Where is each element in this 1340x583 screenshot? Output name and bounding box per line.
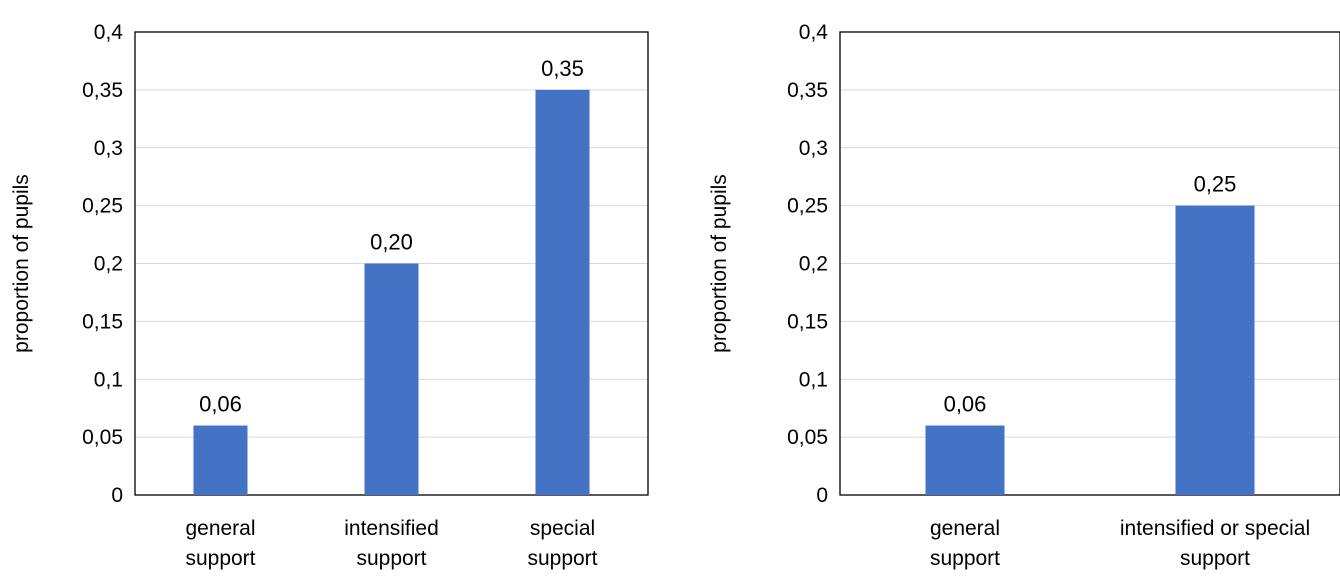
y-tick-label: 0,4 <box>94 21 124 44</box>
x-category-label: support <box>1180 547 1250 570</box>
bar <box>925 425 1005 495</box>
y-tick-label: 0,4 <box>799 21 829 44</box>
x-category-label: intensified <box>344 517 439 540</box>
x-category-label: support <box>185 547 255 570</box>
x-category-label: support <box>527 547 597 570</box>
y-axis-title: proportion of pupils <box>708 174 731 353</box>
y-tick-label: 0,2 <box>94 253 123 276</box>
y-tick-label: 0,35 <box>82 79 123 102</box>
y-tick-label: 0 <box>816 484 828 507</box>
bar <box>193 425 248 495</box>
y-tick-label: 0,25 <box>82 195 123 218</box>
y-axis-title: proportion of pupils <box>10 174 33 353</box>
bar <box>535 89 590 495</box>
plot-frame <box>839 31 1340 496</box>
y-tick-label: 0,3 <box>799 137 828 160</box>
bar <box>364 263 419 495</box>
bar <box>1175 205 1255 495</box>
x-category-label: special <box>530 517 595 540</box>
y-tick-label: 0,15 <box>787 310 828 333</box>
y-tick-label: 0,15 <box>82 310 123 333</box>
y-tick-label: 0,05 <box>82 426 123 449</box>
chart-right: 0 0,05 0,1 0,15 0,2 0,25 0,3 0,35 0,4 proportion … <box>708 21 1340 570</box>
data-label: 0,06 <box>944 392 987 417</box>
x-category-label: general <box>185 517 255 540</box>
y-tick-label: 0,1 <box>799 368 828 391</box>
data-label: 0,06 <box>199 392 242 417</box>
data-label: 0,25 <box>1194 172 1237 197</box>
x-category-label: intensified or special <box>1120 517 1310 540</box>
x-category-label: support <box>356 547 426 570</box>
y-tick-label: 0 <box>111 484 123 507</box>
y-tick-label: 0,2 <box>799 253 828 276</box>
y-tick-label: 0,3 <box>94 137 123 160</box>
y-tick-label: 0,25 <box>787 195 828 218</box>
chart-left: 0 0,05 0,1 0,15 0,2 0,25 0,3 0,35 0,4 proportion … <box>10 21 649 570</box>
y-tick-label: 0,1 <box>94 368 123 391</box>
x-category-label: general <box>930 517 1000 540</box>
y-tick-label: 0,35 <box>787 79 828 102</box>
data-label: 0,20 <box>370 230 413 255</box>
y-tick-label: 0,05 <box>787 426 828 449</box>
data-label: 0,35 <box>541 56 584 81</box>
x-category-label: support <box>930 547 1000 570</box>
